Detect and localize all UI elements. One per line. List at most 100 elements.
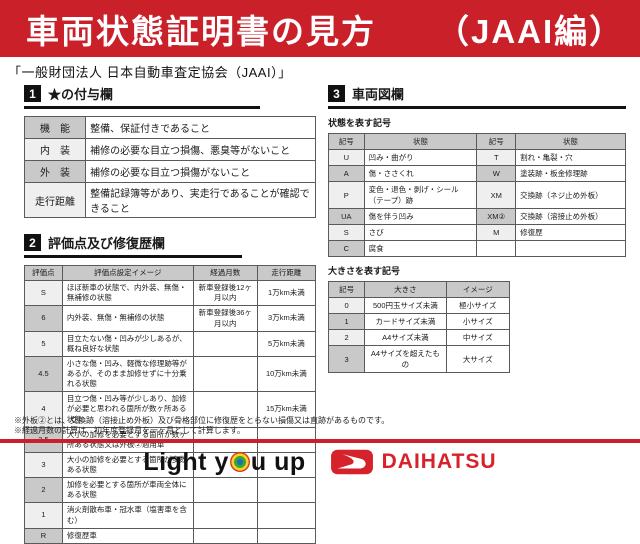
table-row: 3 大小の加修を必要とする箇所が多数ある状態 <box>24 451 317 479</box>
table-cell: 0 <box>327 297 366 314</box>
column-header: 評価点設定イメージ <box>61 264 194 282</box>
evaluation-score-table: 評価点 評価点設定イメージ 経過月数 走行距離 S ほぼ新車の状態で、内外装、無傷・無補修… <box>24 264 317 544</box>
table-cell: 修復歴車 <box>61 527 194 544</box>
table-cell: 補修の必要な目立つ損傷がないこと <box>85 160 316 183</box>
table-cell: 3 <box>327 345 366 373</box>
table-header-row: 記号 大きさ イメージ <box>327 281 511 298</box>
table-cell: 10万km未満 <box>256 355 317 393</box>
table-cell: 4.5 <box>24 355 63 393</box>
table-row: 内 装補修の必要な目立つ損傷、悪臭等がないこと <box>23 138 316 161</box>
table-cell: 1 <box>24 502 63 529</box>
table-cell: 1万km未満 <box>256 280 317 307</box>
table-row: 4.5 小さな傷・凹み、軽微な修理跡等があるが、そのまま加修せずに十分乗れる状態 1… <box>24 355 317 393</box>
table-cell: 整備記録簿等があり、実走行であることが確認できること <box>85 182 316 218</box>
daihatsu-wing-icon <box>330 449 373 475</box>
section2-header: 2 評価点及び修復歴欄 <box>24 233 242 258</box>
star-criteria-table: 機 能整備、保証付きであること内 装補修の必要な目立つ損傷、悪臭等がないこと外 … <box>23 116 316 218</box>
table-cell: C <box>328 240 365 257</box>
table-cell: A4サイズを超えたもの <box>364 345 447 373</box>
table-cell: 6 <box>24 305 63 332</box>
page-title-edition: （JAAI編） <box>436 12 625 50</box>
column-header: 評価点 <box>24 264 63 282</box>
table-row: UA 傷を伴う凹み XM② 交換跡（溶接止め外板） <box>328 208 626 225</box>
table-row: R 修復歴車 <box>24 527 317 544</box>
size-symbol-table: 記号 大きさ イメージ 0 500円玉サイズ未満 極小サイズ 1 カードサイズ未満 小サイズ 2 A… <box>327 281 511 373</box>
table-cell: 極小サイズ <box>445 297 511 314</box>
condition-symbols-label: 状態を表す記号 <box>328 118 392 128</box>
page-title: 車両状態証明書の見方 <box>26 12 376 50</box>
table-row: 6 内外装、無傷・無補修の状態 新車登録後36ヶ月以内 3万km未満 <box>24 305 317 332</box>
table-cell: 割れ・亀裂・穴 <box>515 149 626 166</box>
table-cell: S <box>328 224 365 241</box>
table-header-row: 評価点 評価点設定イメージ 経過月数 走行距離 <box>24 264 317 282</box>
table-row: 外 装補修の必要な目立つ損傷がないこと <box>23 160 316 183</box>
table-cell: ほぼ新車の状態で、内外装、無傷・無補修の状態 <box>61 280 194 307</box>
table-cell: 500円玉サイズ未満 <box>364 297 447 314</box>
table-cell: 補修の必要な目立つ損傷、悪臭等がないこと <box>85 138 316 161</box>
table-cell: 新車登録後12ヶ月以内 <box>192 280 258 307</box>
table-cell: 5 <box>24 330 63 357</box>
table-row: 1 カードサイズ未満 小サイズ <box>327 313 511 330</box>
table-header-row: 記号 状態 記号 状態 <box>328 133 626 150</box>
table-cell: 機 能 <box>23 116 87 139</box>
table-cell: 外 装 <box>23 160 87 183</box>
slogan-text-suffix: u up <box>250 447 306 476</box>
table-cell: 走行距離 <box>23 182 87 218</box>
table-cell: 新車登録後36ヶ月以内 <box>192 305 258 332</box>
table-cell: 2 <box>24 477 63 504</box>
rainbow-ring-icon <box>229 452 250 472</box>
table-cell <box>256 502 317 529</box>
footer-logos: Light y u up DAIHATSU <box>0 446 640 478</box>
table-cell: 整備、保証付きであること <box>85 116 316 139</box>
table-row: 2 A4サイズ未満 中サイズ <box>327 329 511 346</box>
column-header: 走行距離 <box>256 264 317 282</box>
footer-divider <box>0 439 640 443</box>
table-cell: さび <box>363 224 478 241</box>
table-cell: 交換跡（ネジ止め外板） <box>515 181 626 209</box>
table-cell: XM② <box>476 208 517 225</box>
column-header: 記号 <box>328 133 365 150</box>
column-header: 状態 <box>515 133 626 150</box>
section3-header: 3 車両図欄 <box>328 84 626 109</box>
table-cell: 3 <box>24 451 63 479</box>
section1-title: ★の付与欄 <box>48 87 114 102</box>
table-cell <box>192 355 258 393</box>
table-cell: 凹み・曲がり <box>363 149 478 166</box>
table-cell: 交換跡（溶接止め外板） <box>515 208 626 225</box>
condition-symbol-table: 記号 状態 記号 状態 U 凹み・曲がり T 割れ・亀裂・穴 A 傷・ささくれ W 塗装跡・板金修理跡… <box>328 133 626 257</box>
table-cell: 中サイズ <box>445 329 511 346</box>
section1-number-badge: 1 <box>24 85 41 102</box>
daihatsu-logo: DAIHATSU <box>330 449 497 475</box>
table-row: 5 目立たない傷・凹みが少しあるが、概ね良好な状態 5万km未満 <box>24 330 317 357</box>
table-row: 2 加修を必要とする箇所が車両全体にある状態 <box>24 477 317 504</box>
table-cell <box>192 502 258 529</box>
table-cell <box>192 477 258 504</box>
footnote-line: ※外板②とは、交換跡（溶接止め外板）及び骨格部位に修復歴をとらない損傷又は直跡が… <box>14 416 390 425</box>
table-cell: 目立たない傷・凹みが少しあるが、概ね良好な状態 <box>61 330 194 357</box>
light-you-up-logo: Light y u up <box>143 448 305 477</box>
table-cell: 2 <box>327 329 366 346</box>
table-cell: A <box>328 165 365 182</box>
title-banner: 車両状態証明書の見方 （JAAI編） <box>0 0 640 57</box>
column-header: 経過月数 <box>192 264 258 282</box>
table-cell <box>192 330 258 357</box>
table-row: A 傷・ささくれ W 塗装跡・板金修理跡 <box>328 165 626 182</box>
table-cell: T <box>476 149 517 166</box>
table-row: 4 目立つ傷・凹み等が少しあり、加修が必要と思われる箇所が数ヶ所ある状態 15万km… <box>24 391 317 428</box>
table-cell: 3万km未満 <box>256 305 317 332</box>
table-row: P 変色・退色・剥げ・シール（テープ）跡 XM 交換跡（ネジ止め外板） <box>328 181 626 209</box>
table-cell <box>256 527 317 544</box>
table-cell: 小サイズ <box>445 313 511 330</box>
section2-number-badge: 2 <box>24 234 41 251</box>
column-header: 大きさ <box>364 281 447 298</box>
table-cell: 小さな傷・凹み、軽微な修理跡等があるが、そのまま加修せずに十分乗れる状態 <box>61 355 194 393</box>
section3-number-badge: 3 <box>328 85 345 102</box>
table-cell: 変色・退色・剥げ・シール（テープ）跡 <box>363 181 478 209</box>
table-cell: 塗装跡・板金修理跡 <box>515 165 626 182</box>
table-row: 機 能整備、保証付きであること <box>23 116 316 139</box>
table-cell <box>515 240 626 257</box>
table-cell: 傷を伴う凹み <box>363 208 478 225</box>
column-header: イメージ <box>445 281 511 298</box>
table-cell: 修復歴 <box>515 224 626 241</box>
table-cell: U <box>328 149 365 166</box>
